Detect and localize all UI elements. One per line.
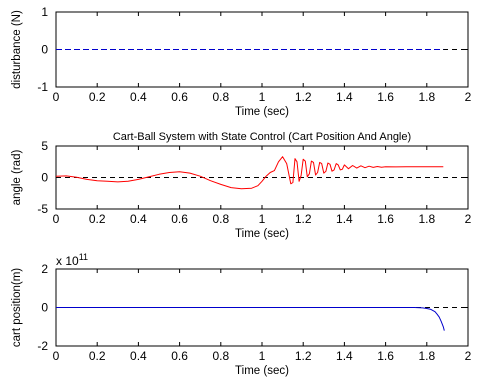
- x-tick-label: 1: [259, 212, 266, 226]
- x-tick-label: 1.6: [377, 90, 394, 104]
- y-tick-label: 0: [41, 171, 48, 185]
- x-tick-label: 1.8: [418, 349, 435, 363]
- exponent-power: 11: [79, 252, 88, 262]
- x-tick-label: 0.6: [171, 90, 188, 104]
- x-tick-label: 0.2: [89, 212, 106, 226]
- x-tick-label: 0.4: [130, 90, 147, 104]
- x-tick-label: 1: [259, 349, 266, 363]
- x-tick-label: 1.2: [295, 349, 312, 363]
- x-tick-label: 1: [259, 90, 266, 104]
- x-axis-label: Time (sec): [235, 106, 289, 118]
- series-line-1: [55, 156, 444, 190]
- exponent-base: x 10: [56, 254, 79, 268]
- y-tick-label: -1: [37, 80, 48, 94]
- y-tick-label: 5: [41, 139, 48, 153]
- x-tick-label: 0.4: [130, 349, 147, 363]
- axes-box: [55, 11, 469, 88]
- axes-box: [55, 145, 469, 210]
- x-tick-label: 1.2: [295, 90, 312, 104]
- x-tick-label: 0: [53, 349, 60, 363]
- y-axis-label: cart position(m): [11, 268, 23, 347]
- subplot-1: 0 0.2 0.4 0.6 0.8 1 1.2 1.4 1.6 1.8 2 1 0 -1 Time (sec…: [11, 5, 472, 118]
- y-tick-label: 0: [41, 43, 48, 57]
- x-tick-label: 0: [53, 212, 60, 226]
- x-axis-label: Time (sec): [235, 228, 289, 240]
- x-tick-label: 1.6: [377, 212, 394, 226]
- x-axis-label: Time (sec): [235, 365, 289, 377]
- y-tick-label: -5: [37, 202, 48, 216]
- y-tick-label: 0: [41, 301, 48, 315]
- x-tick-label: 0.8: [212, 212, 229, 226]
- x-tick-label: 1.8: [418, 212, 435, 226]
- x-tick-label: 2: [465, 90, 472, 104]
- y-axis-label: angle (rad): [11, 150, 23, 206]
- x-tick-label: 1.4: [336, 212, 353, 226]
- subplot-2: 0 0.2 0.4 0.6 0.8 1 1.2 1.4 1.6 1.8 2 5 0 -5 Time (sec…: [11, 131, 472, 240]
- y-tick-label: 1: [41, 5, 48, 19]
- x-tick-label: 1.6: [377, 349, 394, 363]
- x-tick-label: 0.2: [89, 349, 106, 363]
- x-tick-label: 1.4: [336, 349, 353, 363]
- subplot-title: Cart-Ball System with State Control (Car…: [113, 131, 411, 143]
- x-tick-label: 1.4: [336, 90, 353, 104]
- y-axis-label: disturbance (N): [11, 10, 23, 89]
- x-tick-label: 0.4: [130, 212, 147, 226]
- x-tick-label: 0.2: [89, 90, 106, 104]
- x-tick-label: 0: [53, 90, 60, 104]
- exponent-label: x 1011: [56, 252, 88, 268]
- x-tick-label: 2: [465, 349, 472, 363]
- x-tick-label: 0.6: [171, 212, 188, 226]
- subplot-3: 0 0.2 0.4 0.6 0.8 1 1.2 1.4 1.6 1.8 2 2 0 -2 Time (sec…: [11, 252, 472, 377]
- series-line-1: [56, 307, 445, 331]
- y-tick-label: 2: [41, 262, 48, 276]
- x-tick-label: 0.6: [171, 349, 188, 363]
- y-tick-label: -2: [37, 339, 48, 353]
- x-tick-label: 0.8: [212, 90, 229, 104]
- x-tick-label: 2: [465, 212, 472, 226]
- x-tick-label: 1.8: [418, 90, 435, 104]
- x-tick-label: 0.8: [212, 349, 229, 363]
- x-tick-label: 1.2: [295, 212, 312, 226]
